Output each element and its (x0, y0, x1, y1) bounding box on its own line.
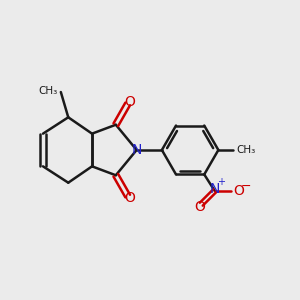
Text: CH₃: CH₃ (39, 85, 58, 96)
Text: +: + (217, 178, 225, 188)
Text: O: O (194, 200, 205, 214)
Text: −: − (241, 180, 252, 193)
Text: O: O (124, 190, 135, 205)
Text: O: O (233, 184, 244, 198)
Text: N: N (209, 182, 220, 196)
Text: N: N (131, 143, 142, 157)
Text: O: O (124, 95, 135, 110)
Text: CH₃: CH₃ (236, 145, 255, 155)
